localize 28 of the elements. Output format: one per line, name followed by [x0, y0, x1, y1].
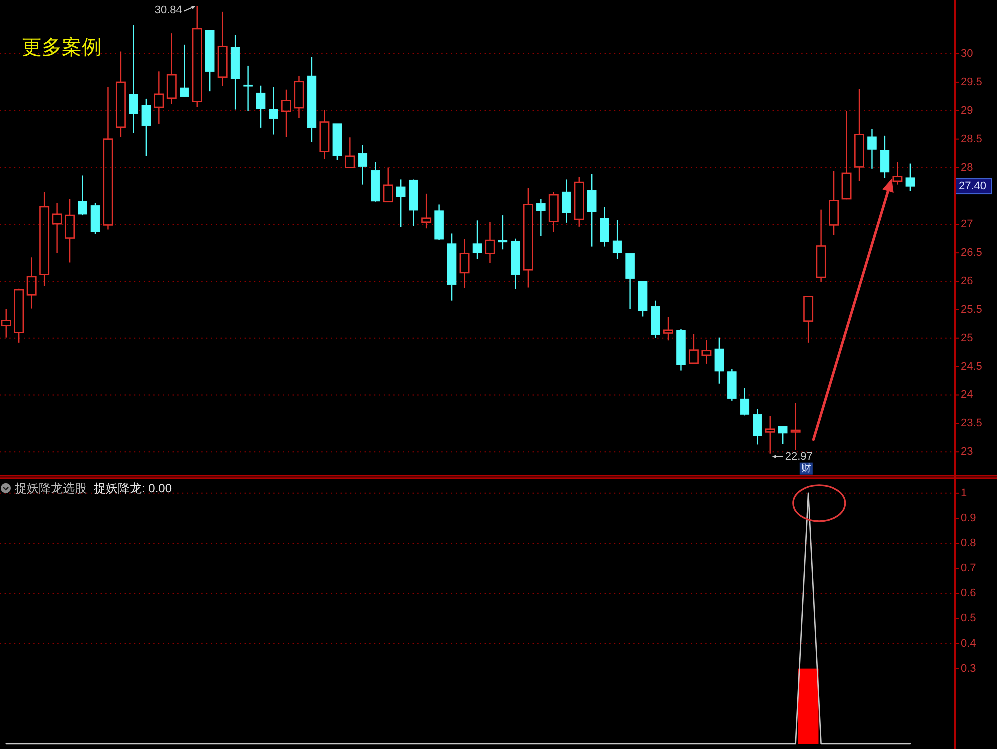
- y-tick-label: 30: [961, 48, 974, 60]
- y-tick-label: 23.5: [961, 418, 982, 430]
- y-tick-label: 0.9: [961, 512, 976, 524]
- y-tick-label: 0.4: [961, 638, 976, 650]
- y-tick-label: 24.5: [961, 360, 982, 373]
- y-tick-label: 0.3: [961, 662, 976, 675]
- chart-subtitle: 捉妖降龙: 0.00: [94, 481, 172, 496]
- annotation: 30.84: [154, 4, 182, 16]
- y-tick-label: 25: [961, 332, 974, 344]
- y-tick-label: 24: [961, 389, 974, 402]
- y-tick-label: 26: [961, 276, 974, 288]
- y-tick-label: 23: [961, 446, 974, 458]
- y-tick-label: 1: [961, 487, 968, 500]
- y-tick-label: 0.5: [961, 612, 976, 625]
- annotation: 22.97: [785, 450, 813, 463]
- chart-title: 捉妖降龙选股: [15, 481, 87, 496]
- y-tick-label: 29.5: [961, 76, 982, 88]
- y-tick-label: 26.5: [961, 247, 982, 260]
- y-tick-label: 28.5: [961, 133, 982, 146]
- y-tick-label: 25.5: [961, 304, 982, 316]
- y-tick-label: 0.7: [961, 562, 976, 575]
- y-tick-label: 0.8: [961, 538, 976, 550]
- y-tick-label: 29: [961, 104, 974, 117]
- y-tick-label: 27: [961, 218, 974, 231]
- price-box: 27.40: [956, 178, 992, 195]
- annotation: 更多案例: [22, 36, 102, 59]
- y-tick-label: 0.6: [961, 588, 976, 600]
- y-tick-label: 28: [961, 162, 974, 174]
